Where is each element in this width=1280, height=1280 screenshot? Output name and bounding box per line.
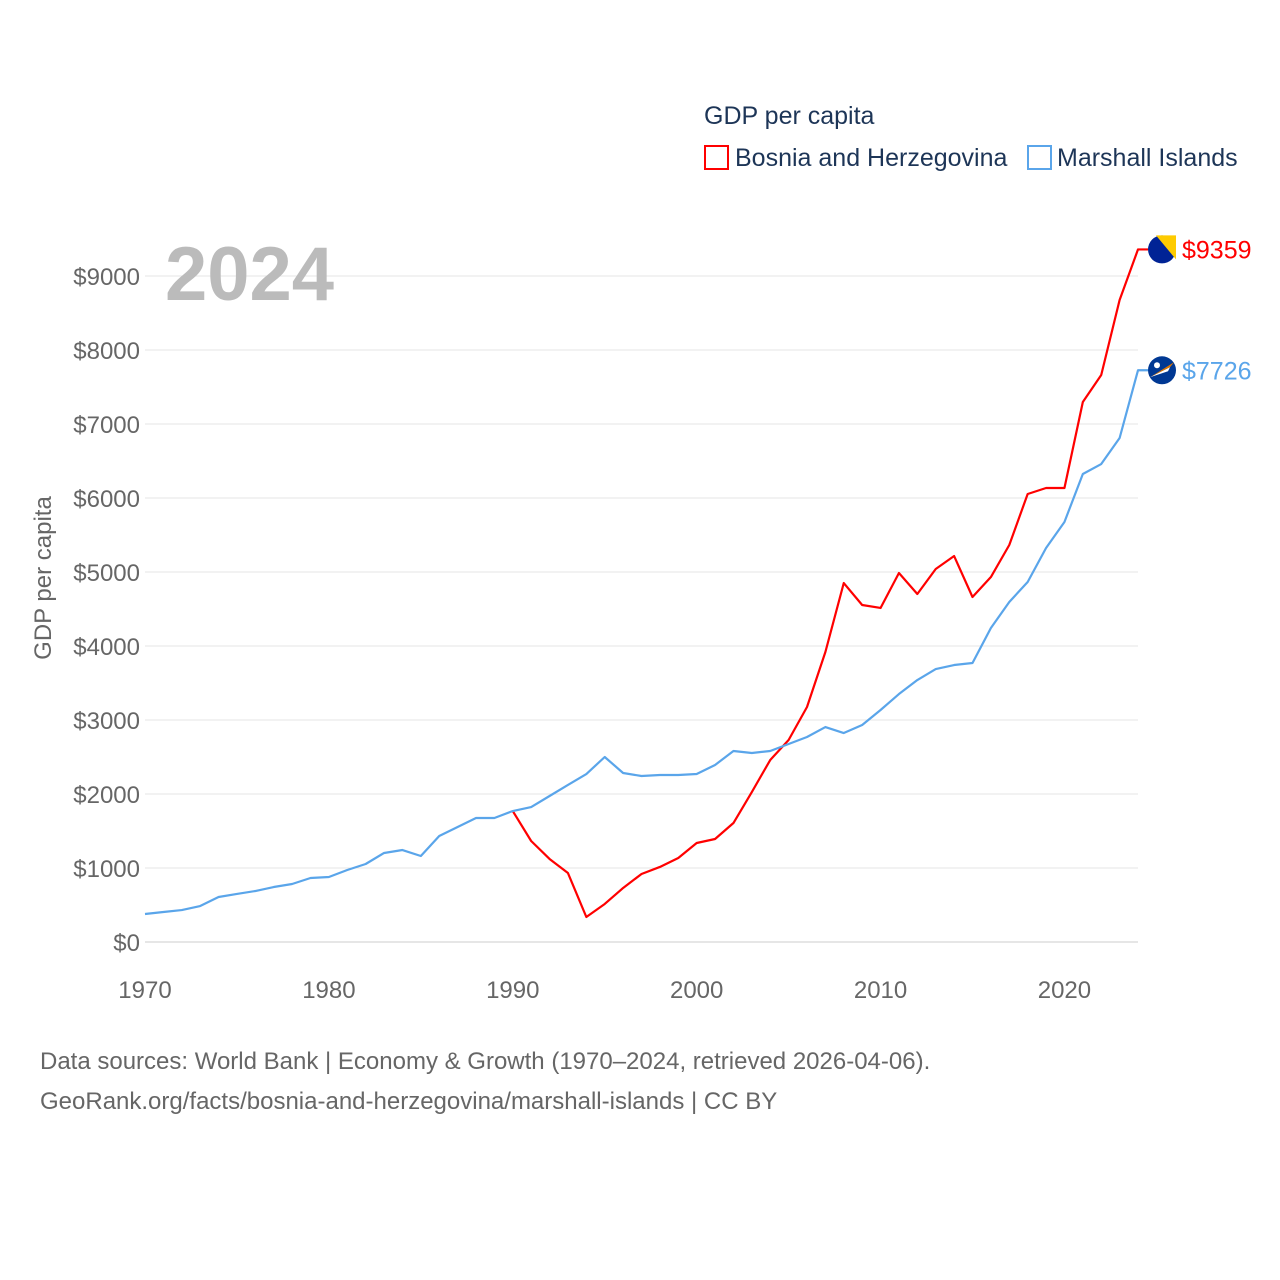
marshall-islands-flag-icon	[1148, 356, 1176, 385]
legend-swatch	[1027, 145, 1052, 170]
end-value-label: $7726	[1182, 357, 1252, 385]
legend-title: GDP per capita	[704, 102, 875, 130]
y-tick-label: $5000	[73, 560, 140, 587]
source-line: Data sources: World Bank | Economy & Gro…	[40, 1048, 931, 1075]
x-tick-label: 2010	[854, 977, 907, 1004]
x-tick-label: 2000	[670, 977, 723, 1004]
y-tick-label: $9000	[73, 264, 140, 291]
y-tick-label: $7000	[73, 412, 140, 439]
x-tick-label: 1970	[118, 977, 171, 1004]
legend-label: Marshall Islands	[1057, 144, 1238, 172]
x-tick-label: 2020	[1038, 977, 1091, 1004]
y-tick-label: $1000	[73, 856, 140, 883]
y-axis-label: GDP per capita	[30, 496, 57, 660]
y-tick-label: $3000	[73, 708, 140, 735]
series-line-0	[511, 248, 1148, 919]
source-note: Data sources: World Bank | Economy & Gro…	[40, 1042, 930, 1122]
legend-item-bosnia[interactable]: Bosnia and Herzegovina	[704, 144, 1007, 172]
x-axis: 1970 1980 1990 2000 2010 2020	[118, 977, 1091, 1004]
legend-item-marshall-islands[interactable]: Marshall Islands	[1027, 144, 1238, 172]
y-axis: $0 $1000 $2000 $3000 $4000 $5000 $6000 $7000 $80…	[73, 264, 140, 957]
x-tick-label: 1980	[302, 977, 355, 1004]
legend-label: Bosnia and Herzegovina	[735, 144, 1007, 172]
end-value-label: $9359	[1182, 236, 1252, 264]
y-tick-label: $0	[113, 930, 140, 957]
x-tick-label: 1990	[486, 977, 539, 1004]
y-tick-label: $8000	[73, 338, 140, 365]
year-label: 2024	[165, 232, 334, 317]
series-lines	[144, 248, 1148, 919]
end-labels: $9359 $7726	[1148, 235, 1252, 385]
legend-swatch	[704, 145, 729, 170]
grid	[145, 275, 1138, 943]
y-tick-label: $2000	[73, 782, 140, 809]
series-line-1	[144, 369, 1148, 916]
y-tick-label: $6000	[73, 486, 140, 513]
source-link[interactable]: GeoRank.org/facts/bosnia-and-herzegovina…	[40, 1088, 778, 1115]
bosnia-flag-icon	[1148, 235, 1176, 264]
y-tick-label: $4000	[73, 634, 140, 661]
